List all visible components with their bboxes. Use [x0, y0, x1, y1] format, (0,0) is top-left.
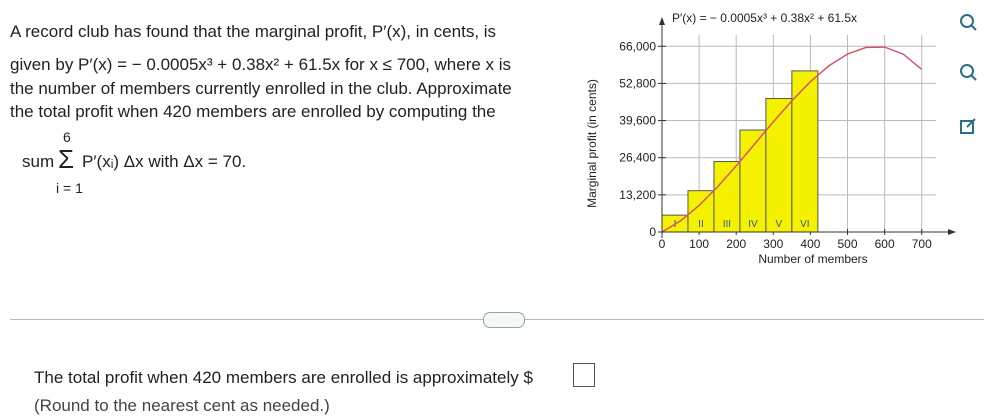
y-tick-label: 66,000 — [619, 39, 656, 53]
x-arrow — [948, 229, 956, 235]
x-axis-label: Number of members — [758, 252, 867, 266]
bar — [765, 98, 793, 233]
curve-label: P′(x) = − 0.0005x³ + 0.38x² + 61.5x — [672, 11, 857, 25]
x-tick-label: 100 — [689, 237, 709, 251]
bar-label: V — [776, 219, 783, 230]
answer-note: (Round to the nearest cent as needed.) — [34, 396, 330, 415]
chart: 0 13,200 26,400 39,600 52,800 66,000 0 100 200 30… — [585, 11, 956, 266]
open-icon[interactable] — [958, 116, 978, 136]
sum-lower: i = 1 — [56, 180, 83, 196]
sum-word: sum — [22, 152, 55, 171]
y-tick-label: 13,200 — [619, 188, 656, 202]
y-tick-label: 52,800 — [619, 76, 656, 90]
bar-label: VI — [800, 219, 809, 230]
y-tick-label: 39,600 — [619, 114, 656, 128]
bar-label: II — [698, 219, 704, 230]
expand-button[interactable] — [483, 312, 525, 328]
problem-line: the total profit when 420 members are en… — [10, 102, 496, 121]
y-arrow — [659, 17, 665, 25]
x-tick-label: 0 — [659, 237, 666, 251]
sigma: Σ — [58, 144, 75, 174]
x-tick-label: 200 — [726, 237, 746, 251]
problem-line: given by P′(x) = − 0.0005x³ + 0.38x² + 6… — [10, 55, 512, 74]
curve — [661, 46, 923, 233]
sum-upper: 6 — [63, 129, 71, 145]
bar-label: III — [723, 219, 731, 230]
bar-label: IV — [748, 219, 758, 230]
zoom-in-icon[interactable] — [958, 12, 978, 32]
answer-input[interactable] — [573, 363, 595, 387]
x-tick-label: 300 — [763, 237, 783, 251]
zoom-out-icon[interactable] — [958, 62, 978, 82]
x-tick-label: 600 — [875, 237, 895, 251]
x-tick-label: 700 — [912, 237, 932, 251]
y-axis-label: Marginal profit (in cents) — [585, 79, 599, 208]
bar — [791, 70, 819, 233]
x-tick-label: 500 — [838, 237, 858, 251]
y-tick-label: 26,400 — [619, 151, 656, 165]
y-tick-label: 0 — [649, 225, 656, 239]
problem-line: A record club has found that the margina… — [10, 22, 497, 41]
problem-line: the number of members currently enrolled… — [10, 79, 512, 98]
answer-prompt: The total profit when 420 members are en… — [34, 368, 533, 387]
x-tick-label: 400 — [800, 237, 820, 251]
sum-body: P′(xᵢ) Δx with Δx = 70. — [82, 152, 247, 171]
